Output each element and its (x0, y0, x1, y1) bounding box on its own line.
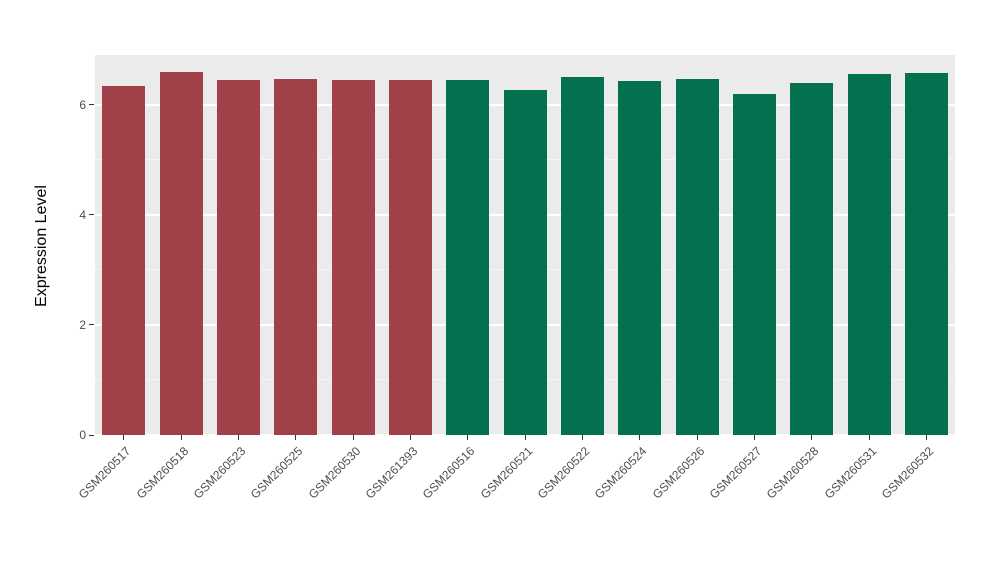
x-tick-mark (467, 435, 469, 440)
bar-GSM260528 (790, 82, 834, 435)
x-tick-mark (811, 435, 813, 440)
x-tick-mark (180, 435, 182, 440)
bar-GSM260518 (159, 71, 203, 435)
x-tick-mark (639, 435, 641, 440)
y-tick-label: 4 (79, 207, 86, 222)
x-tick-label-GSM260528: GSM260528 (764, 444, 822, 502)
bar-GSM260531 (847, 74, 891, 435)
x-tick-label-GSM260532: GSM260532 (878, 444, 937, 502)
y-tick-mark (89, 104, 94, 106)
x-tick-label-GSM260526: GSM260526 (649, 444, 707, 502)
x-tick-label-GSM260518: GSM260518 (133, 444, 191, 502)
x-tick-mark (123, 435, 125, 440)
x-tick-label-GSM260530: GSM260530 (305, 444, 363, 502)
x-tick-label-GSM260522: GSM260522 (534, 444, 593, 502)
x-tick-mark (581, 435, 583, 440)
x-tick-label-GSM260531: GSM260531 (821, 444, 879, 502)
x-tick-label-GSM260521: GSM260521 (477, 444, 535, 502)
x-tick-label-GSM260525: GSM260525 (248, 444, 306, 502)
plot-area (95, 55, 955, 436)
x-tick-mark (696, 435, 698, 440)
bar-GSM260525 (274, 78, 318, 435)
x-tick-label-GSM260516: GSM260516 (420, 444, 478, 502)
y-tick-label: 0 (79, 428, 86, 442)
x-tick-label-GSM260524: GSM260524 (592, 444, 650, 502)
bar-GSM260524 (618, 81, 662, 435)
x-tick-mark (925, 435, 927, 440)
x-tick-mark (352, 435, 354, 440)
x-tick-label-GSM260517: GSM260517 (76, 444, 134, 502)
x-tick-mark (237, 435, 239, 440)
bar-GSM260517 (102, 86, 146, 435)
bar-GSM260530 (331, 79, 375, 435)
x-tick-mark (409, 435, 411, 440)
bar-GSM260522 (560, 77, 604, 435)
bar-GSM260526 (675, 78, 719, 435)
x-tick-label-GSM260523: GSM260523 (190, 444, 249, 502)
x-tick-mark (295, 435, 297, 440)
bar-GSM260532 (904, 72, 948, 435)
x-tick-mark (524, 435, 526, 440)
y-tick-mark (89, 324, 94, 326)
bar-GSM260523 (216, 79, 260, 435)
y-tick-label: 2 (79, 317, 86, 332)
bar-GSM260521 (503, 89, 547, 435)
y-tick-label: 6 (79, 97, 86, 112)
x-tick-label-GSM261393: GSM261393 (362, 444, 421, 502)
x-tick-mark (753, 435, 755, 440)
bar-GSM260516 (446, 79, 490, 435)
bar-GSM261393 (388, 79, 432, 435)
y-axis-title: Expression Level (33, 185, 50, 307)
x-tick-mark (868, 435, 870, 440)
x-tick-label-GSM260527: GSM260527 (706, 444, 765, 502)
y-tick-mark (89, 214, 94, 216)
bar-GSM260527 (732, 93, 776, 435)
y-tick-mark (89, 434, 94, 436)
